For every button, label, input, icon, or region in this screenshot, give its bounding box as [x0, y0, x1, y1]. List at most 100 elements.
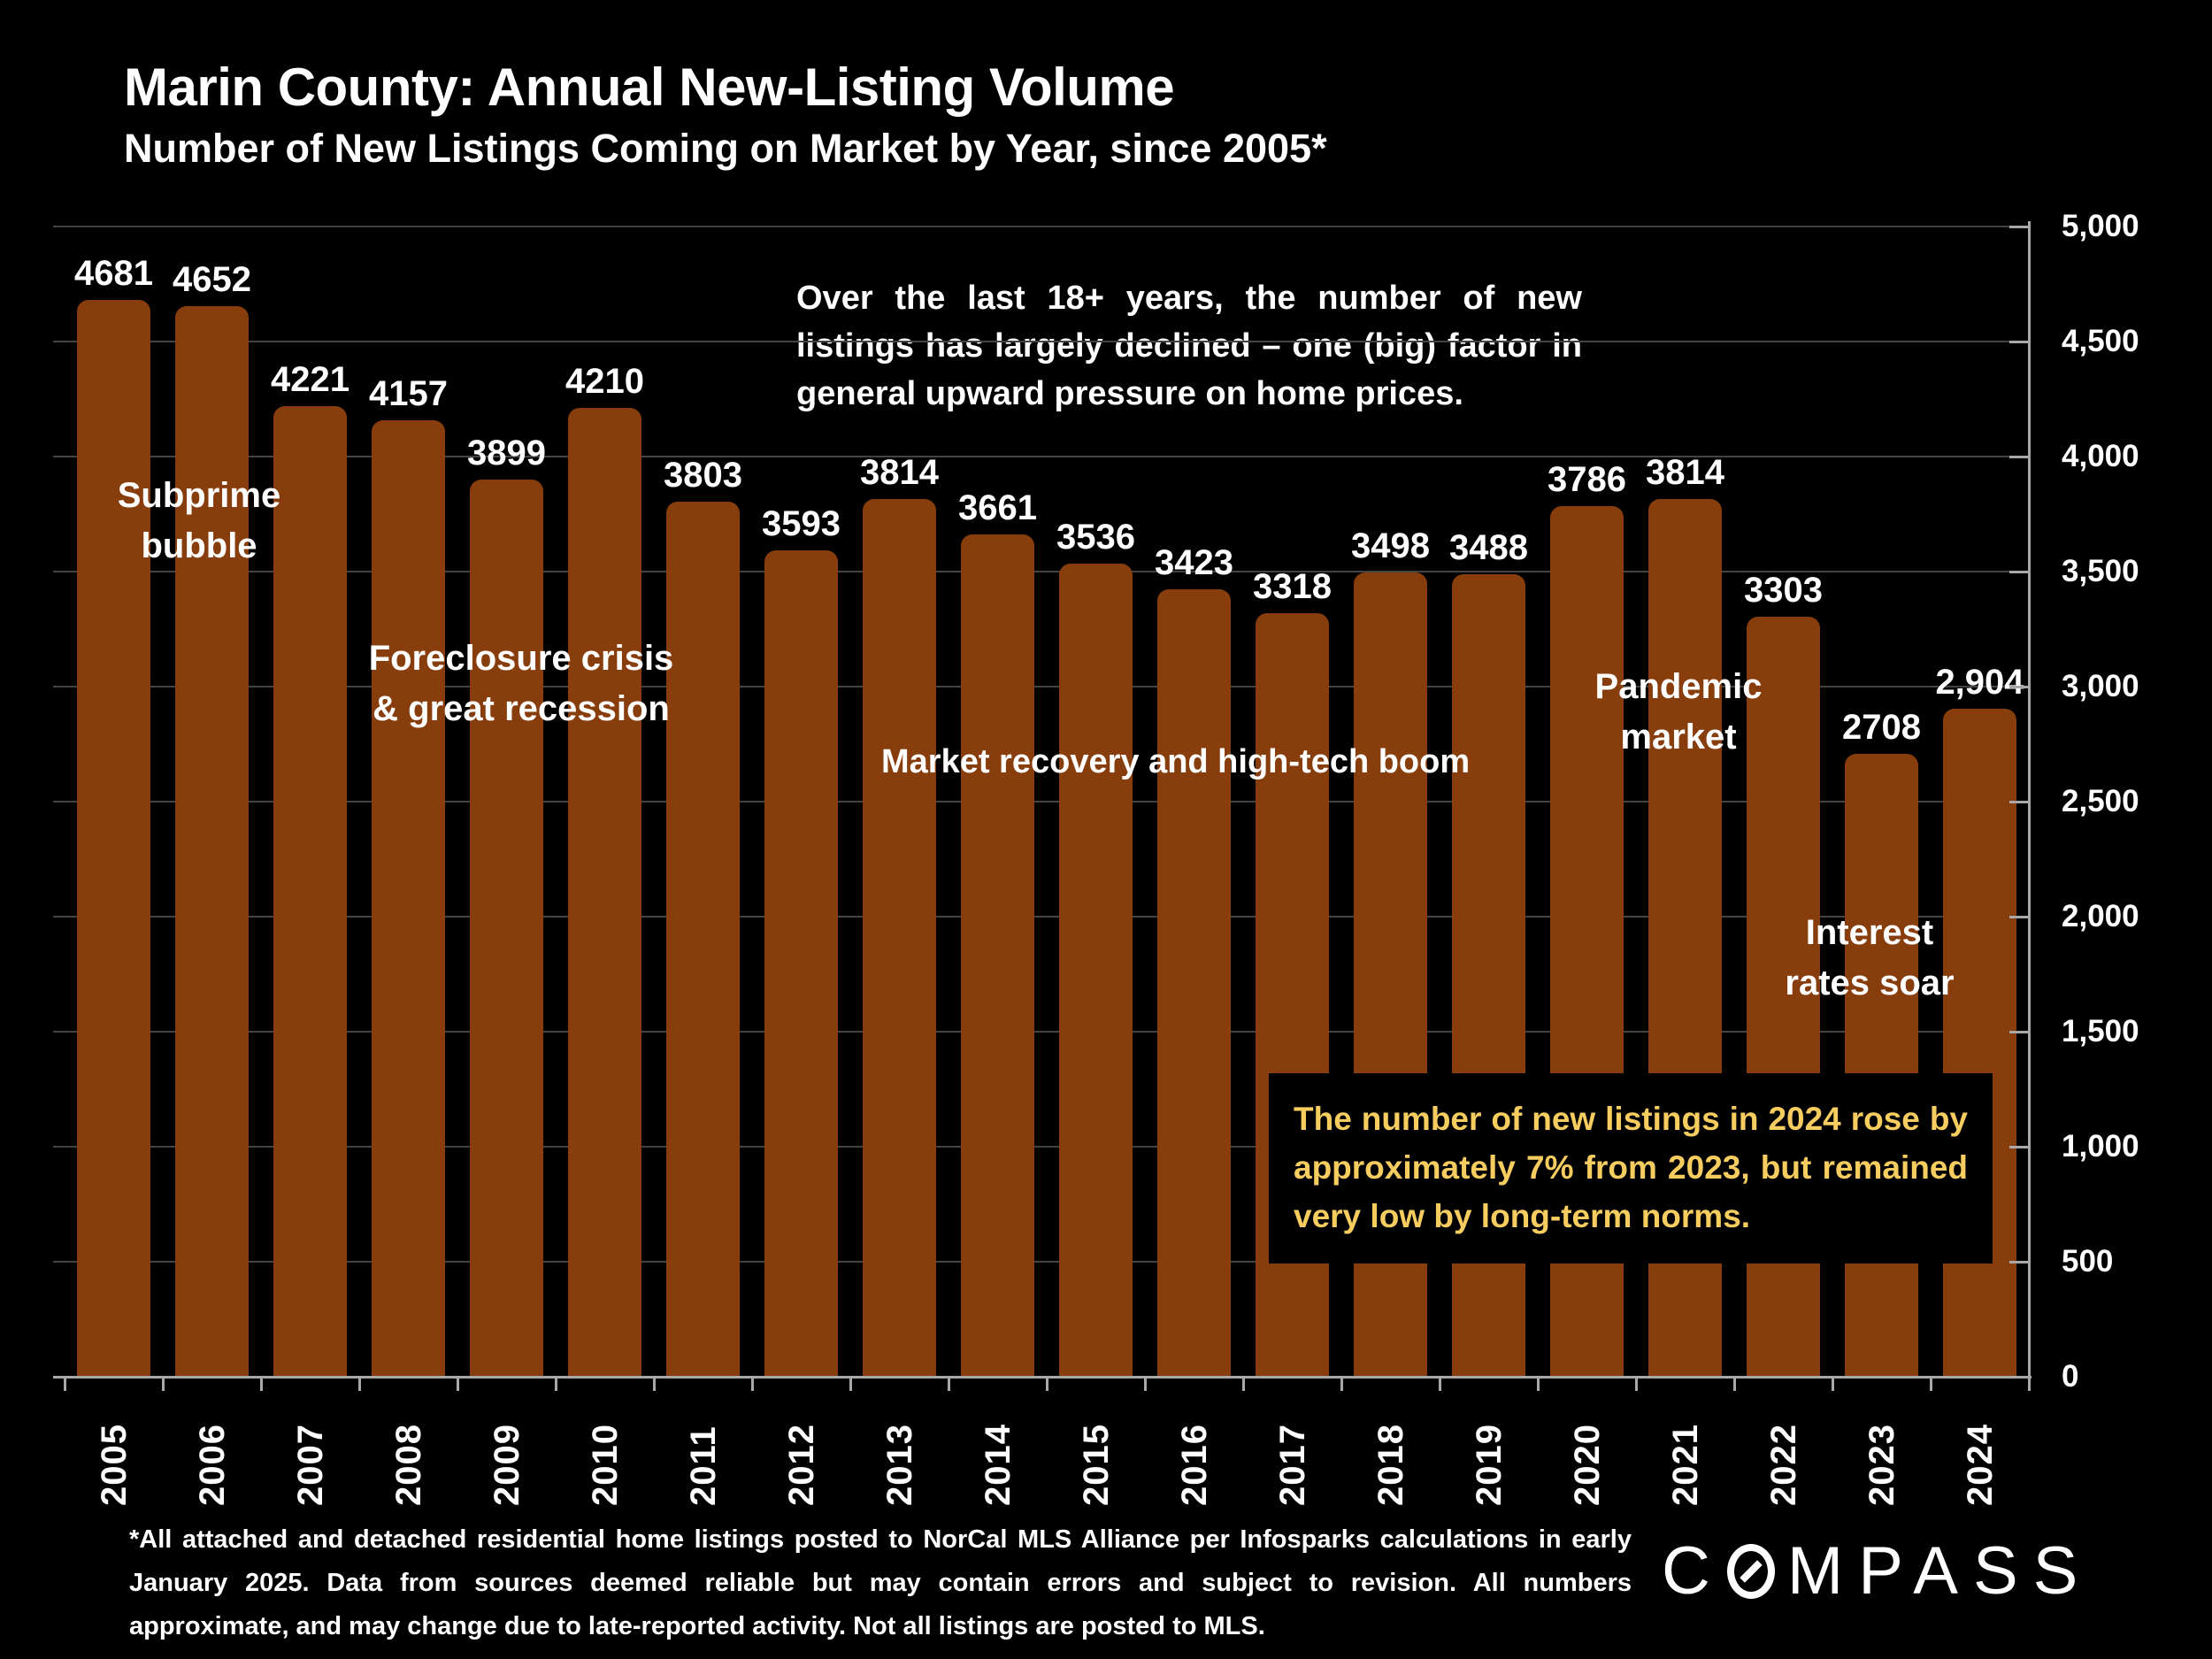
bar-2011: [666, 502, 740, 1377]
y-axis-tick-2,500: [2009, 801, 2029, 803]
x-axis-label-2015: 2015: [1076, 1424, 1116, 1506]
y-axis-tick-5,000: [2009, 226, 2029, 228]
bar-2009: [470, 480, 543, 1377]
bar-value-2011: 3803: [664, 456, 742, 495]
x-axis-label-2012: 2012: [781, 1424, 821, 1506]
y-axis-label-1,500: 1,500: [2062, 1014, 2139, 1048]
annotation-interest: Interest rates soar: [1586, 908, 2153, 1009]
x-axis-tick: [1046, 1378, 1048, 1391]
bar-2013: [863, 499, 936, 1377]
bar-2005: [77, 299, 150, 1377]
bar-value-2024: 2,904: [1935, 662, 2024, 702]
annotation-pandemic-line1: Pandemic: [1594, 667, 1763, 706]
y-axis-label-3,500: 3,500: [2062, 554, 2139, 588]
annotation-subprime-line1: Subprime: [117, 476, 281, 515]
x-axis-label-2010: 2010: [585, 1424, 625, 1506]
bar-value-2012: 3593: [762, 503, 841, 543]
x-axis-tick: [162, 1378, 165, 1391]
annotation-interest-line1: Interest: [1805, 913, 1934, 952]
x-axis-label-2011: 2011: [683, 1425, 723, 1506]
page-subtitle: Number of New Listings Coming on Market …: [124, 126, 1327, 171]
x-axis-label-2021: 2021: [1665, 1424, 1705, 1506]
annotation-recovery-line1: Market recovery and high-tech boom: [881, 743, 1471, 780]
bar-value-2022: 3303: [1744, 571, 1823, 611]
y-axis-label-5,000: 5,000: [2062, 209, 2139, 243]
x-axis-tick: [555, 1378, 557, 1391]
bar-2023: [1845, 753, 1918, 1377]
gridline-5000: [53, 226, 2029, 227]
bar-2014: [961, 534, 1034, 1377]
callout-box: The number of new listings in 2024 rose …: [1269, 1073, 1993, 1263]
y-axis-label-2,000: 2,000: [2062, 899, 2139, 933]
bar-value-2014: 3661: [958, 488, 1037, 528]
bar-value-2015: 3536: [1056, 517, 1135, 557]
x-axis-tick: [1930, 1378, 1932, 1391]
compass-logo: C MPASS: [1662, 1532, 2093, 1609]
compass-o-icon: [1726, 1543, 1775, 1599]
x-axis-tick: [1242, 1378, 1245, 1391]
y-axis-tick-500: [2009, 1261, 2029, 1263]
y-axis-label-4,000: 4,000: [2062, 439, 2139, 473]
annotation-recovery: Market recovery and high-tech boom: [881, 737, 1471, 787]
page-title: Marin County: Annual New-Listing Volume: [124, 58, 1175, 117]
bar-value-2007: 4221: [271, 359, 349, 399]
y-axis-tick-1,500: [2009, 1031, 2029, 1033]
x-axis-tick: [751, 1378, 754, 1391]
y-axis-label-0: 0: [2062, 1359, 2079, 1394]
x-axis-tick: [1439, 1378, 1441, 1391]
annotation-foreclosure: Foreclosure crisis & great recession: [238, 634, 804, 734]
y-axis-tick-4,000: [2009, 456, 2029, 458]
y-axis-tick-4,500: [2009, 341, 2029, 343]
gridline-2500: [53, 801, 2029, 803]
x-axis-label-2019: 2019: [1469, 1424, 1509, 1506]
x-axis-tick: [2028, 1378, 2031, 1391]
x-axis-label-2005: 2005: [94, 1424, 134, 1506]
bar-value-2023: 2708: [1842, 707, 1921, 747]
x-axis-tick: [1144, 1378, 1147, 1391]
x-axis-label-2006: 2006: [192, 1424, 232, 1506]
gridline-500: [53, 1261, 2029, 1263]
y-axis-label-2,500: 2,500: [2062, 784, 2139, 818]
x-axis-tick: [948, 1378, 950, 1391]
x-axis-tick: [457, 1378, 459, 1391]
y-axis-tick-0: [2009, 1376, 2029, 1379]
bar-value-2020: 3786: [1548, 459, 1626, 499]
bar-value-2013: 3814: [860, 453, 939, 493]
x-axis-tick: [849, 1378, 852, 1391]
bar-2016: [1157, 589, 1231, 1377]
bar-value-2008: 4157: [369, 374, 448, 414]
gridline-1000: [53, 1146, 2029, 1148]
x-axis-label-2014: 2014: [978, 1424, 1018, 1506]
bar-2010: [568, 408, 641, 1377]
annotation-interest-line2: rates soar: [1785, 964, 1955, 1002]
bar-2006: [175, 306, 249, 1377]
bar-value-2005: 4681: [74, 253, 153, 293]
x-axis-label-2024: 2024: [1960, 1424, 2000, 1506]
logo-letters-mpass: MPASS: [1786, 1533, 2093, 1609]
y-axis-line: [2028, 221, 2031, 1379]
bar-value-2010: 4210: [565, 362, 644, 402]
logo-letter-c: C: [1662, 1533, 1725, 1609]
annotation-foreclosure-line2: & great recession: [373, 689, 670, 728]
bar-value-2017: 3318: [1253, 567, 1332, 607]
gridline-4500: [53, 341, 2029, 342]
annotation-subprime-line2: bubble: [141, 526, 257, 565]
bar-2007: [273, 405, 347, 1377]
gridline-3000: [53, 686, 2029, 687]
bar-value-2018: 3498: [1351, 526, 1430, 565]
bar-value-2006: 4652: [173, 260, 251, 300]
x-axis-label-2013: 2013: [879, 1424, 919, 1506]
bar-value-2016: 3423: [1155, 543, 1233, 583]
y-axis-tick-2,000: [2009, 916, 2029, 918]
y-axis-label-500: 500: [2062, 1244, 2114, 1279]
x-axis-tick: [64, 1378, 66, 1391]
x-axis-label-2007: 2007: [290, 1424, 330, 1506]
gridline-1500: [53, 1031, 2029, 1033]
x-axis-label-2008: 2008: [388, 1424, 428, 1506]
y-axis-label-1,000: 1,000: [2062, 1129, 2139, 1164]
y-axis-tick-3,500: [2009, 571, 2029, 573]
x-axis-label-2018: 2018: [1371, 1424, 1410, 1506]
bar-2024: [1943, 708, 2016, 1377]
